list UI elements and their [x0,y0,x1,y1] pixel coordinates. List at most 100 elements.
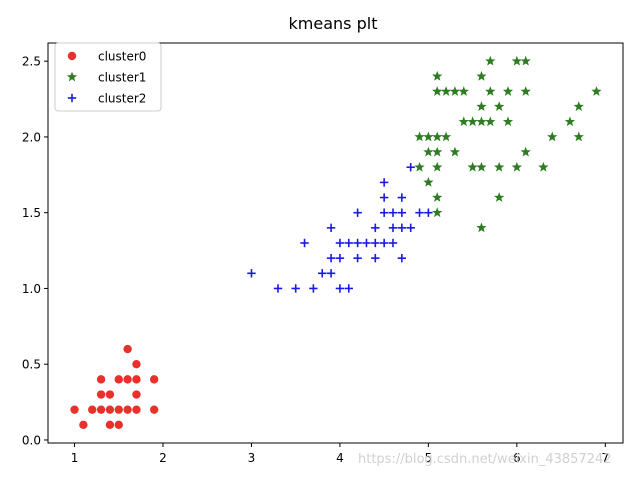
cluster1-point [502,86,514,96]
cluster1-point [476,70,487,81]
cluster1-point [511,55,522,66]
cluster1-point [494,101,505,112]
cluster0-point [149,375,159,384]
cluster1-point [458,86,469,96]
cluster2-point [247,269,256,278]
cluster1-point [573,101,584,112]
cluster1-point [449,86,461,96]
chart-title: kmeans plt [289,14,378,33]
cluster1-point [547,131,558,142]
cluster1-point [432,192,443,202]
y-axis: 0.0 0.5 1.0 1.5 2.0 2.5 [22,55,48,447]
cluster1-point [449,146,461,157]
cluster1-point [485,116,496,127]
cluster2-point [371,223,380,233]
cluster2-point [344,284,353,293]
cluster2-point [379,238,389,248]
cluster0-point [123,375,132,384]
cluster1-point [414,161,425,172]
cluster2-point [362,238,371,248]
cluster2-point [415,208,424,217]
x-tick-label: 7 [601,451,609,465]
cluster2-point [300,238,309,248]
cluster0-point [105,405,115,414]
legend-label-cluster2: cluster2 [98,92,146,106]
watermark-text: https://blog.csdn.net/weixin_43857242 [358,452,612,467]
cluster1-point [440,86,452,96]
cluster2-point [388,238,398,248]
legend-box [54,42,162,112]
points-layer [70,55,602,430]
cluster0-point [105,390,115,399]
cluster2-point [326,223,336,233]
cluster2-point [397,193,407,202]
y-tick-label: 0.5 [22,358,41,372]
cluster2-point [309,284,318,293]
cluster2-point [353,253,362,263]
cluster1-point [476,222,487,233]
y-tick-label: 0.0 [22,433,41,447]
cluster2-point [344,238,353,248]
cluster2-point [379,178,389,187]
cluster0-point [79,420,88,430]
x-tick-label: 2 [159,451,167,465]
y-tick-label: 1.0 [22,282,41,296]
cluster0-point [114,420,123,430]
cluster2-point [406,223,415,233]
cluster1-point [432,146,443,157]
cluster0-point [149,405,159,414]
legend-label-cluster1: cluster1 [98,71,146,85]
cluster1-point [440,131,452,142]
cluster2-point [291,284,300,293]
cluster1-point [520,146,531,157]
cluster0-point [114,405,123,414]
cluster1-point [423,176,434,187]
cluster1-point [467,116,478,127]
cluster2-point [371,253,380,263]
cluster1-point [502,116,514,127]
x-axis: 1 2 3 4 5 6 7 [71,443,609,465]
cluster1-point [423,131,434,142]
cluster2-point [371,238,380,248]
cluster0-point [132,390,141,399]
cluster0-point [88,405,97,414]
cluster0-point [123,344,132,354]
cluster1-point [494,161,505,172]
cluster0-point [123,405,132,414]
y-tick-label: 1.5 [22,206,41,220]
cluster2-point [388,223,398,233]
legend-marker-cluster1 [66,71,78,82]
x-tick-label: 3 [248,451,256,465]
cluster1-point [423,146,434,157]
cluster2-point [379,208,389,217]
cluster2-point [353,208,362,217]
x-tick-label: 1 [71,451,79,465]
cluster2-point [335,253,345,263]
y-tick-label: 2.5 [22,55,41,69]
cluster1-point [511,161,522,172]
cluster1-point [432,131,443,142]
cluster1-point [432,161,443,172]
cluster1-point [432,86,443,96]
cluster1-point [520,55,531,66]
cluster1-point [573,131,584,142]
cluster2-point [353,238,362,248]
cluster1-point [476,116,487,127]
cluster1-point [494,192,505,202]
x-tick-label: 4 [336,451,344,465]
cluster1-point [476,101,487,112]
cluster0-point [105,420,115,430]
cluster1-point [432,70,443,81]
legend-marker-cluster2 [67,93,77,103]
cluster1-point [432,207,443,218]
cluster1-point [520,86,531,96]
cluster1-point [564,116,576,127]
cluster1-point [467,161,478,172]
legend-label-cluster0: cluster0 [98,50,146,64]
cluster0-point [96,375,106,384]
cluster2-point [424,208,433,217]
plot-frame [47,42,624,444]
cluster1-point [538,161,549,172]
cluster0-point [132,405,141,414]
